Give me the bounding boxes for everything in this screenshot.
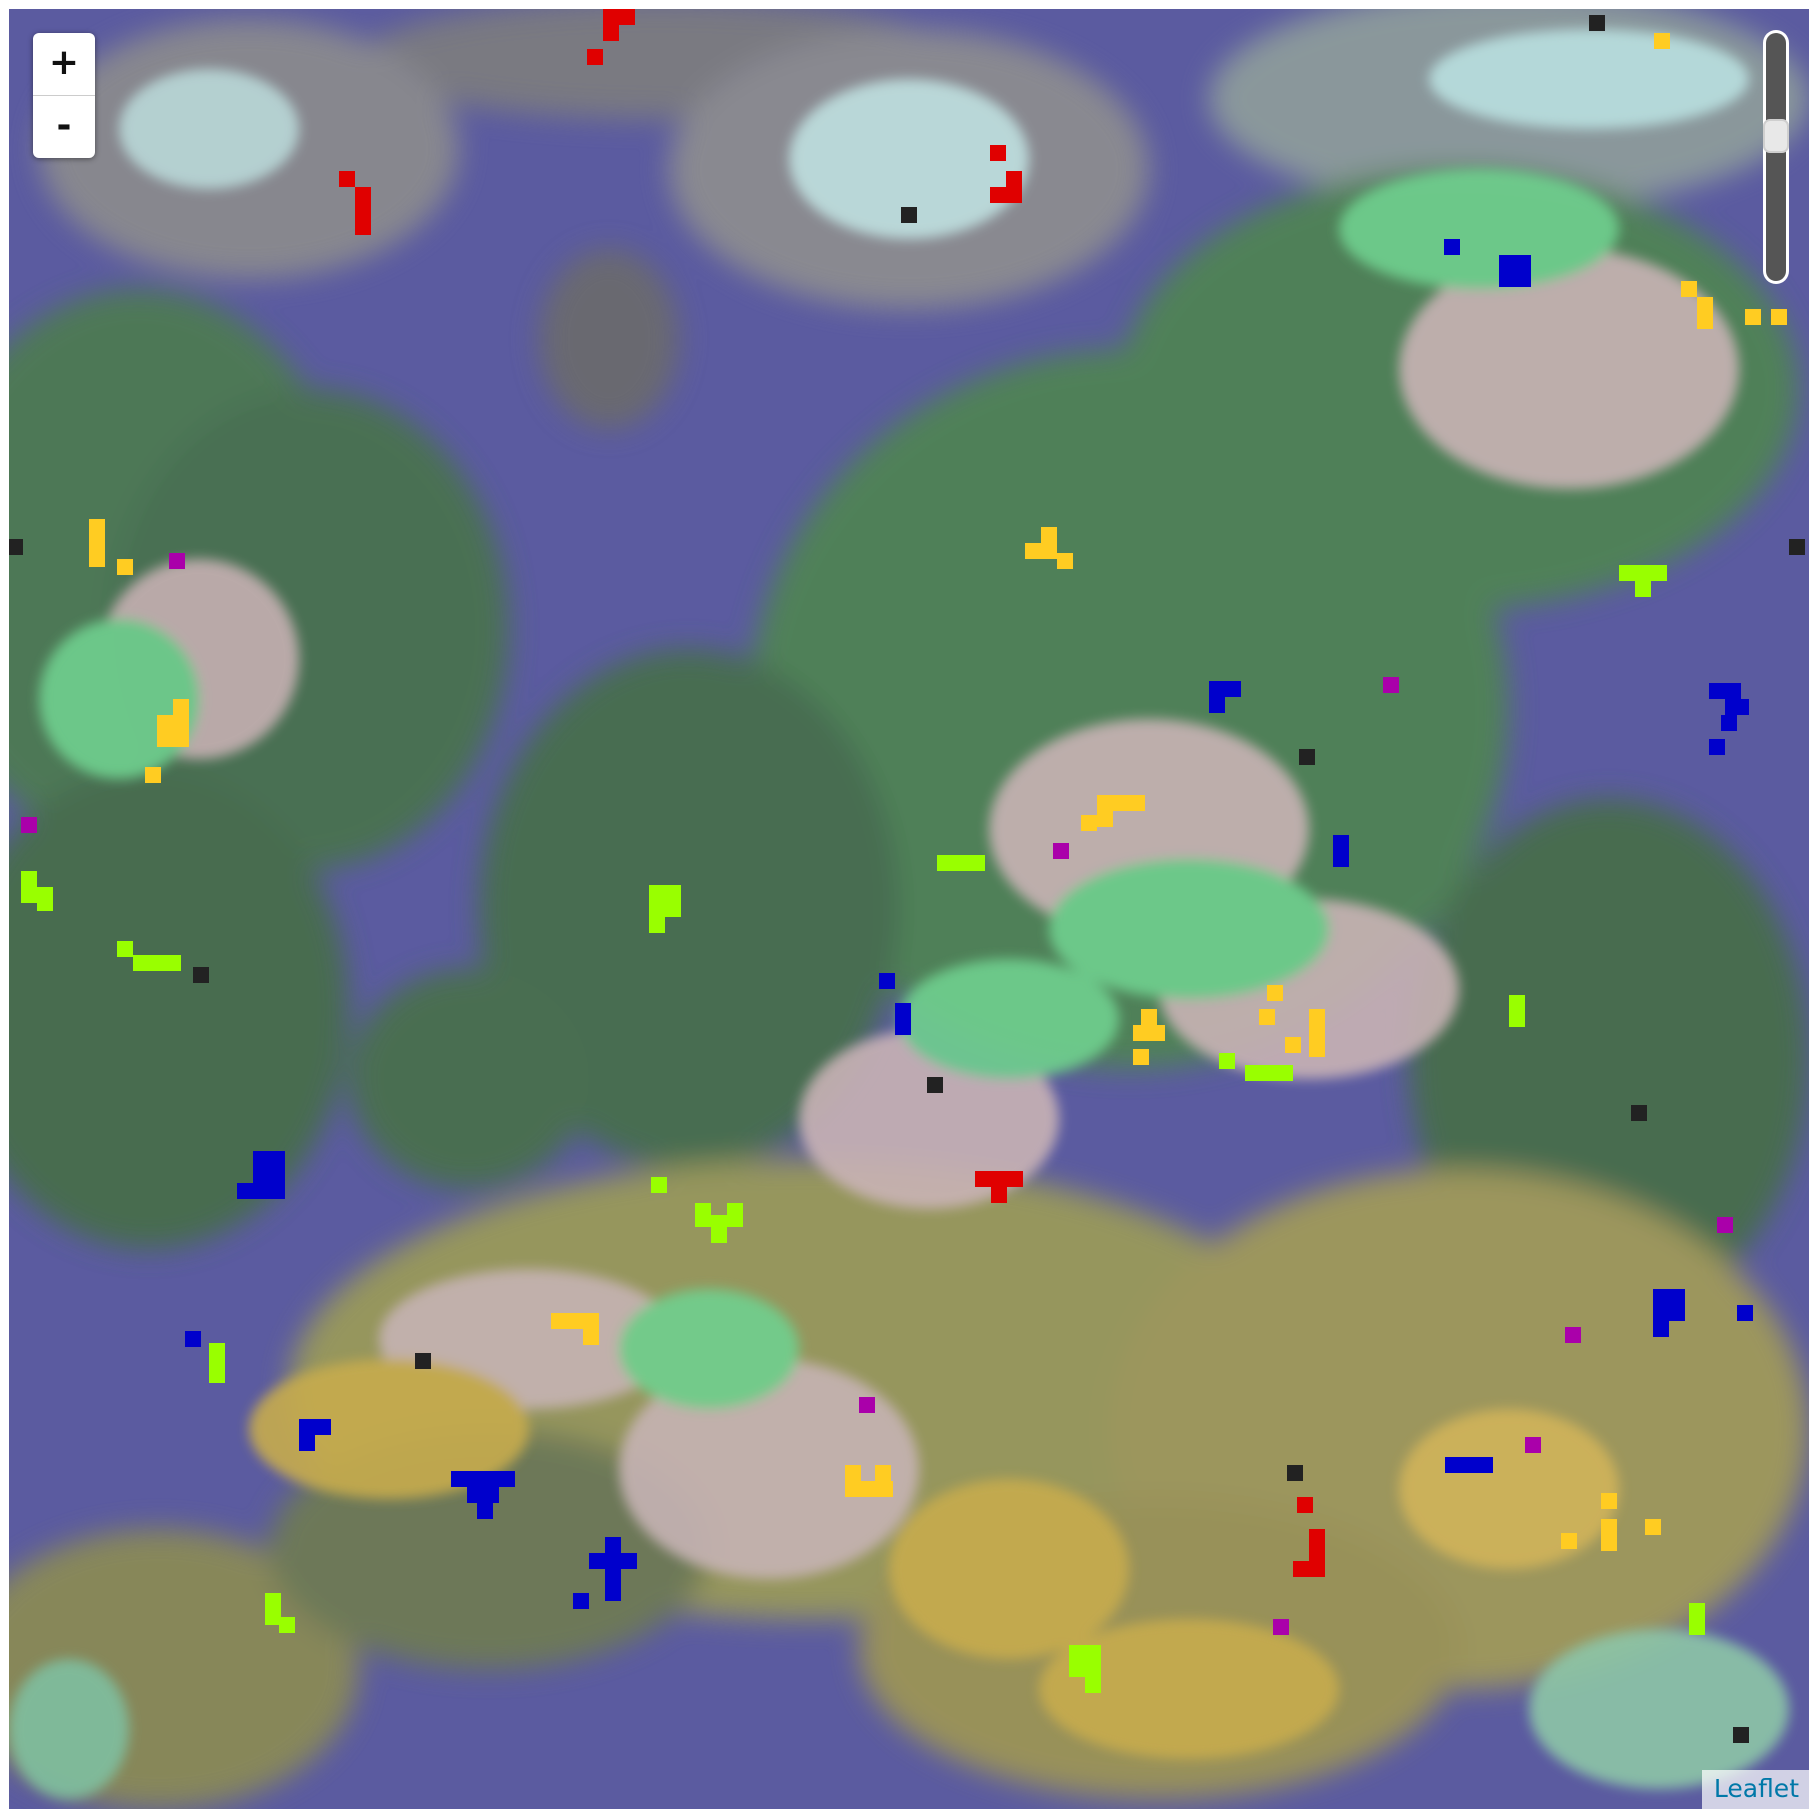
black-marker[interactable] [193,967,209,983]
red-marker-group[interactable] [587,9,635,65]
yellow-marker-group[interactable] [1081,795,1145,831]
markers-layer [9,9,1805,1743]
zoom-slider-track[interactable] [1766,33,1786,281]
red-marker-group[interactable] [339,171,371,235]
black-marker[interactable] [901,207,917,223]
black-marker[interactable] [1589,15,1605,31]
black-marker[interactable] [1733,1727,1749,1743]
purple-marker[interactable] [1383,677,1399,693]
blue-marker-group[interactable] [299,1419,331,1451]
lime-marker-group[interactable] [209,1343,225,1383]
attribution: Leaflet [1701,1770,1809,1809]
blue-marker-group[interactable] [1709,683,1749,755]
lime-marker-group[interactable] [937,855,985,871]
purple-marker[interactable] [1273,1619,1289,1635]
leaflet-link[interactable]: Leaflet [1713,1774,1799,1803]
red-marker-group[interactable] [990,145,1022,203]
blue-marker-group[interactable] [1445,1457,1493,1473]
black-marker[interactable] [1631,1105,1647,1121]
lime-marker-group[interactable] [1689,1603,1705,1635]
red-marker-group[interactable] [1293,1497,1325,1577]
yellow-marker-group[interactable] [145,699,189,783]
purple-marker[interactable] [1053,843,1069,859]
blue-marker-group[interactable] [237,1151,285,1199]
purple-marker[interactable] [21,817,37,833]
blue-marker-group[interactable] [451,1471,515,1519]
blue-marker-group[interactable] [879,973,911,1035]
black-marker[interactable] [1287,1465,1303,1481]
lime-marker-group[interactable] [651,1177,743,1243]
black-marker[interactable] [1789,539,1805,555]
black-marker[interactable] [1299,749,1315,765]
yellow-marker-group[interactable] [1654,33,1787,329]
yellow-marker-group[interactable] [1025,527,1073,569]
red-marker-group[interactable] [975,1171,1023,1203]
yellow-marker-group[interactable] [845,1465,893,1497]
yellow-marker-group[interactable] [1259,985,1325,1057]
lime-marker-group[interactable] [1509,995,1525,1027]
purple-marker[interactable] [859,1397,875,1413]
lime-marker-group[interactable] [21,871,53,911]
yellow-marker-group[interactable] [551,1313,599,1345]
purple-marker[interactable] [1565,1327,1581,1343]
yellow-marker-group[interactable] [89,519,133,575]
yellow-marker-group[interactable] [1133,1009,1165,1065]
zoom-control: + - [33,33,95,158]
black-marker[interactable] [9,539,23,555]
lime-marker-group[interactable] [1219,1053,1293,1081]
blue-marker-group[interactable] [1333,835,1349,867]
purple-marker[interactable] [169,553,185,569]
blue-marker-group[interactable] [1653,1289,1753,1337]
map-view[interactable]: + - Leaflet [9,9,1809,1809]
yellow-marker-group[interactable] [1561,1493,1661,1551]
zoom-out-button[interactable]: - [33,95,95,158]
purple-marker[interactable] [1717,1217,1733,1233]
purple-marker[interactable] [1525,1437,1541,1453]
blue-marker-group[interactable] [1444,239,1531,287]
lime-marker-group[interactable] [265,1593,295,1633]
lime-marker-group[interactable] [1069,1645,1101,1693]
blue-marker-group[interactable] [185,1331,201,1347]
zoom-in-button[interactable]: + [48,42,80,83]
lime-marker-group[interactable] [649,885,681,933]
black-marker[interactable] [927,1077,943,1093]
blue-marker-group[interactable] [573,1537,637,1609]
zoom-slider-handle[interactable] [1763,119,1789,153]
black-marker[interactable] [415,1353,431,1369]
terrain-layer [9,9,1809,1809]
blue-marker-group[interactable] [1209,681,1241,713]
zoom-slider[interactable] [1763,33,1789,281]
lime-marker-group[interactable] [117,941,181,971]
lime-marker-group[interactable] [1619,565,1667,597]
